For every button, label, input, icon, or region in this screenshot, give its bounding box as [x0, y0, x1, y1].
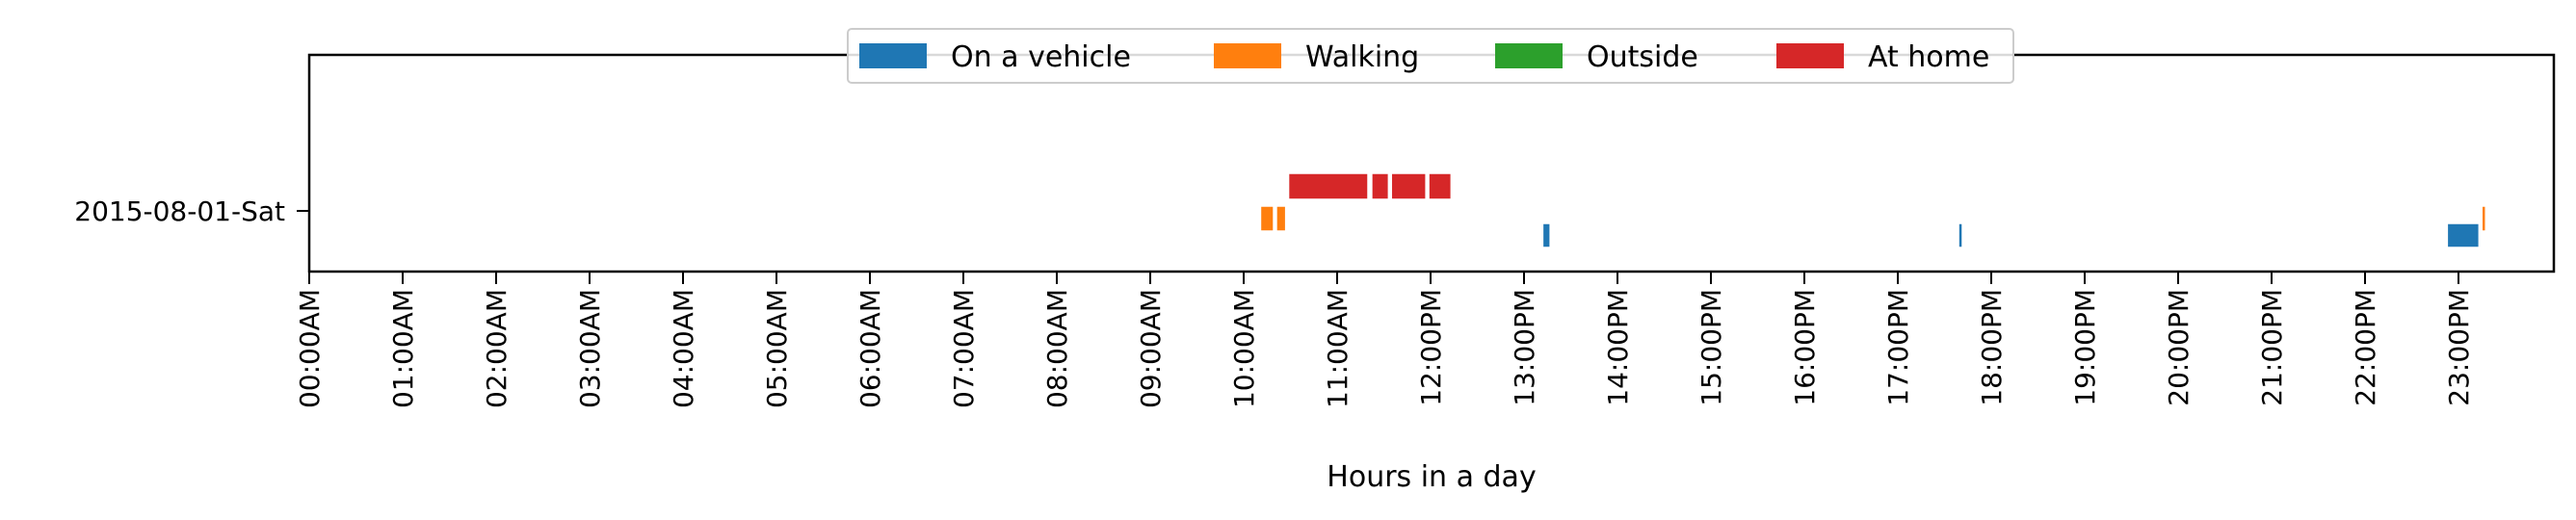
bar-segment: [1371, 172, 1390, 200]
x-tick-label: 13:00PM: [1509, 289, 1540, 406]
bars-layer: [1259, 172, 2486, 248]
x-tick-label: 12:00PM: [1415, 289, 1447, 406]
bar-segment: [1958, 222, 1963, 248]
x-axis: 00:00AM 01:00AM 02:00AM 03:00AM 04:00AM 05:00…: [294, 272, 2475, 408]
legend-label: Walking: [1305, 40, 1419, 74]
x-tick-label: 20:00PM: [2163, 289, 2195, 406]
bar-segment: [2481, 205, 2486, 232]
x-tick-label: 22:00PM: [2350, 289, 2381, 406]
bar-segment: [2446, 222, 2481, 248]
x-tick-label: 03:00AM: [574, 289, 606, 408]
y-tick-label: 2015-08-01-Sat: [74, 195, 285, 227]
x-tick-label: 11:00AM: [1322, 289, 1354, 408]
x-tick-label: 09:00AM: [1135, 289, 1167, 408]
legend-swatch: [1214, 43, 1281, 68]
bar-segment: [1428, 172, 1453, 200]
x-tick-label: 19:00PM: [2069, 289, 2101, 406]
legend: On a vehicle Walking Outside At home: [847, 28, 2014, 84]
x-tick-label: 14:00PM: [1602, 289, 1634, 406]
x-tick-label: 04:00AM: [668, 289, 699, 408]
x-tick-label: 10:00AM: [1228, 289, 1260, 408]
bar-segment: [1275, 205, 1287, 232]
x-tick-label: 18:00PM: [1976, 289, 2008, 406]
x-tick-label: 15:00PM: [1695, 289, 1727, 406]
legend-label: At home: [1868, 40, 1989, 74]
legend-label: On a vehicle: [951, 40, 1131, 74]
x-tick-label: 23:00PM: [2443, 289, 2475, 406]
legend-swatch: [1776, 43, 1844, 68]
y-axis: 2015-08-01-Sat: [74, 195, 309, 227]
x-tick-label: 02:00AM: [481, 289, 513, 408]
x-tick-label: 00:00AM: [294, 289, 326, 408]
legend-box: [847, 28, 2014, 84]
plot-frame: [307, 53, 2556, 273]
bar-segment: [1541, 222, 1551, 248]
x-tick-label: 06:00AM: [854, 289, 886, 408]
bar-segment: [1287, 172, 1369, 200]
x-tick-label: 21:00PM: [2256, 289, 2288, 406]
x-tick-label: 05:00AM: [761, 289, 793, 408]
x-tick-label: 16:00PM: [1789, 289, 1821, 406]
legend-swatch: [859, 43, 927, 68]
x-tick-label: 01:00AM: [387, 289, 419, 408]
legend-label: Outside: [1587, 40, 1698, 74]
bar-segment: [1390, 172, 1427, 200]
x-tick-label: 08:00AM: [1041, 289, 1073, 408]
bar-segment: [1259, 205, 1275, 232]
x-tick-label: 07:00AM: [948, 289, 980, 408]
x-tick-label: 17:00PM: [1882, 289, 1914, 406]
legend-swatch: [1495, 43, 1563, 68]
x-axis-label: Hours in a day: [1327, 460, 1536, 494]
